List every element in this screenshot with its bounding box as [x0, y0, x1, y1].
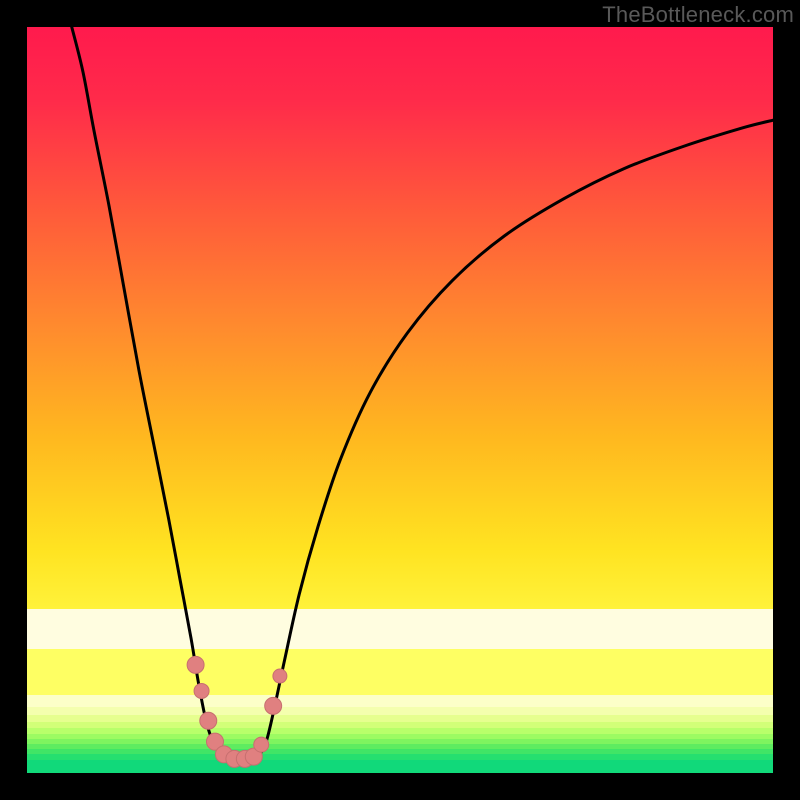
curve-marker [194, 683, 209, 698]
curve-marker [265, 697, 282, 714]
color-band [27, 734, 773, 739]
frame-right [773, 0, 800, 800]
color-band [27, 754, 773, 760]
chart-svg [27, 27, 773, 773]
color-band [27, 715, 773, 722]
color-band [27, 749, 773, 754]
color-band [27, 695, 773, 707]
color-band [27, 609, 773, 649]
color-band [27, 707, 773, 715]
color-band [27, 722, 773, 728]
curve-marker [254, 737, 269, 752]
color-band [27, 728, 773, 734]
curve-marker [187, 656, 204, 673]
curve-marker [200, 712, 217, 729]
plot-area [27, 27, 773, 773]
color-band [27, 760, 773, 773]
color-band [27, 649, 773, 695]
attribution-text: TheBottleneck.com [602, 2, 794, 28]
color-band [27, 739, 773, 744]
frame-left [0, 0, 27, 800]
color-band [27, 744, 773, 749]
frame-bottom [0, 773, 800, 800]
curve-marker [273, 669, 287, 683]
